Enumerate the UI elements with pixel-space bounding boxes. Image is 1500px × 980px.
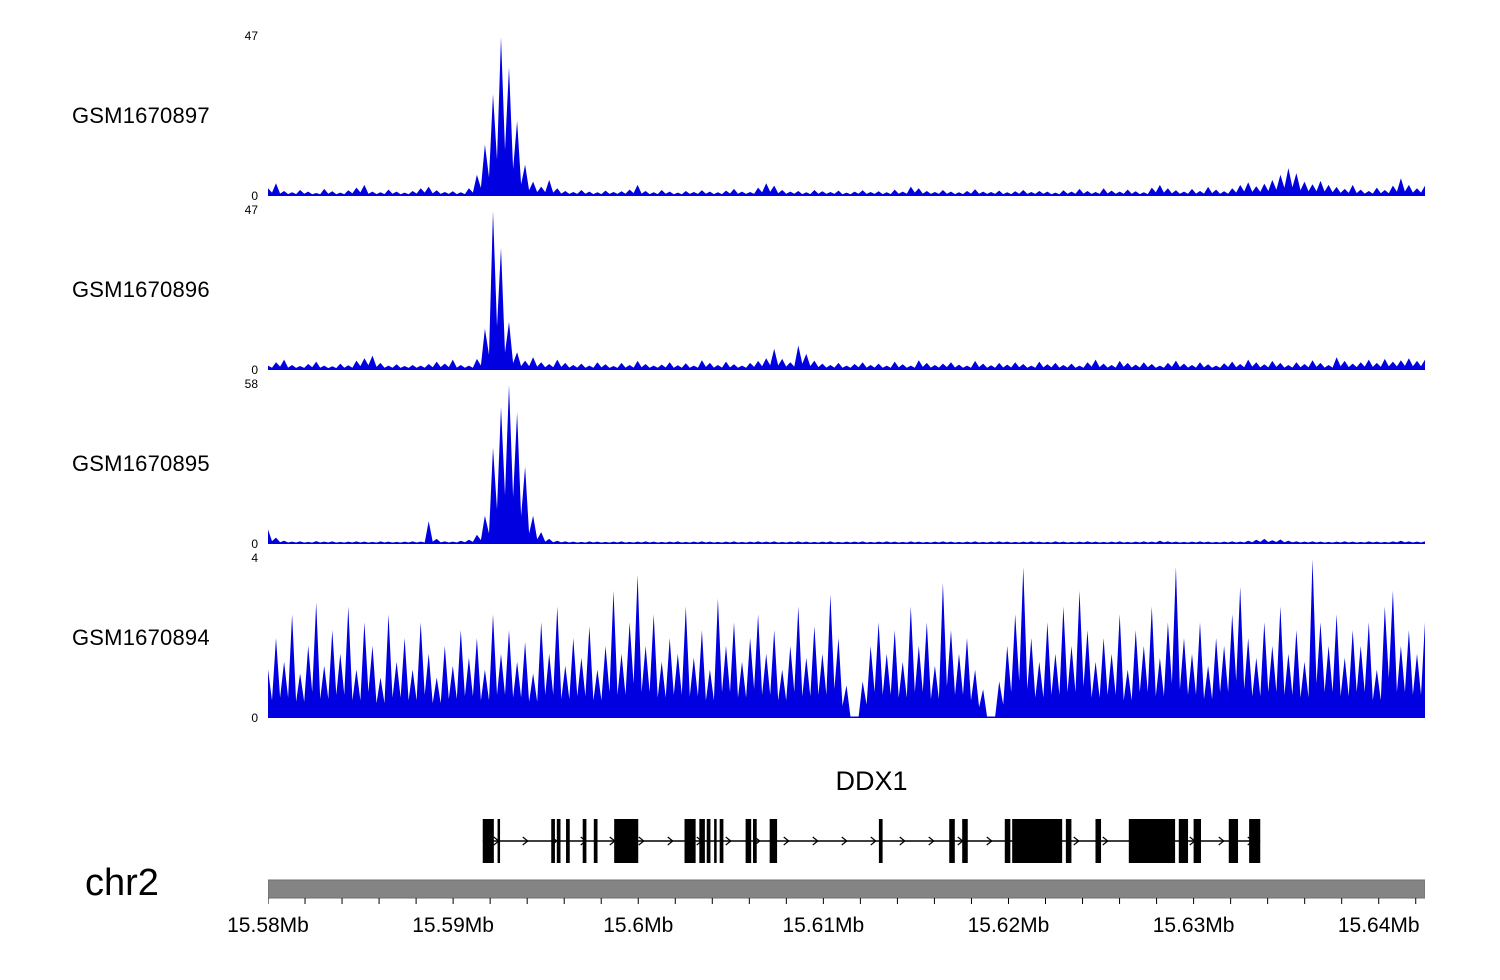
- chromosome-axis: [268, 879, 1425, 904]
- y-axis-max-label: 58: [244, 377, 258, 391]
- axis-tick-label: 15.6Mb: [603, 914, 674, 937]
- axis-tick-label: 15.64Mb: [1337, 914, 1420, 937]
- y-axis-max-label: 4: [251, 551, 258, 565]
- y-axis-zero-label: 0: [251, 711, 258, 725]
- y-axis-max-label: 47: [244, 29, 258, 43]
- gene-model: [482, 819, 1261, 863]
- coverage-plot: [268, 559, 1425, 718]
- axis-tick-label: 15.59Mb: [412, 914, 494, 937]
- axis-tick-label: 15.58Mb: [227, 914, 309, 937]
- y-axis-zero-label: 0: [251, 363, 258, 377]
- signal-track-2: GSM1670896 47 0: [0, 203, 1500, 377]
- coverage-plot: [268, 385, 1425, 544]
- signal-track-1: GSM1670897 47 0: [0, 29, 1500, 203]
- axis-tick-label: 15.63Mb: [1152, 914, 1235, 937]
- track-name: GSM1670895: [72, 451, 210, 476]
- chromosome-label: chr2: [85, 862, 159, 904]
- y-axis-max-label: 47: [244, 203, 258, 217]
- signal-track-3: GSM1670895 58 0: [0, 377, 1500, 551]
- axis-tick-label: 15.62Mb: [967, 914, 1050, 937]
- track-name: GSM1670897: [72, 103, 210, 128]
- gene-name-label: DDX1: [835, 766, 908, 796]
- y-axis-zero-label: 0: [251, 189, 258, 203]
- axis-tick-label: 15.61Mb: [782, 914, 865, 937]
- y-axis-zero-label: 0: [251, 537, 258, 551]
- track-name: GSM1670894: [72, 625, 210, 650]
- track-name: GSM1670896: [72, 277, 210, 302]
- signal-track-4: GSM1670894 4 0: [0, 551, 1500, 725]
- coverage-plot: [268, 37, 1425, 196]
- coverage-plot: [268, 211, 1425, 370]
